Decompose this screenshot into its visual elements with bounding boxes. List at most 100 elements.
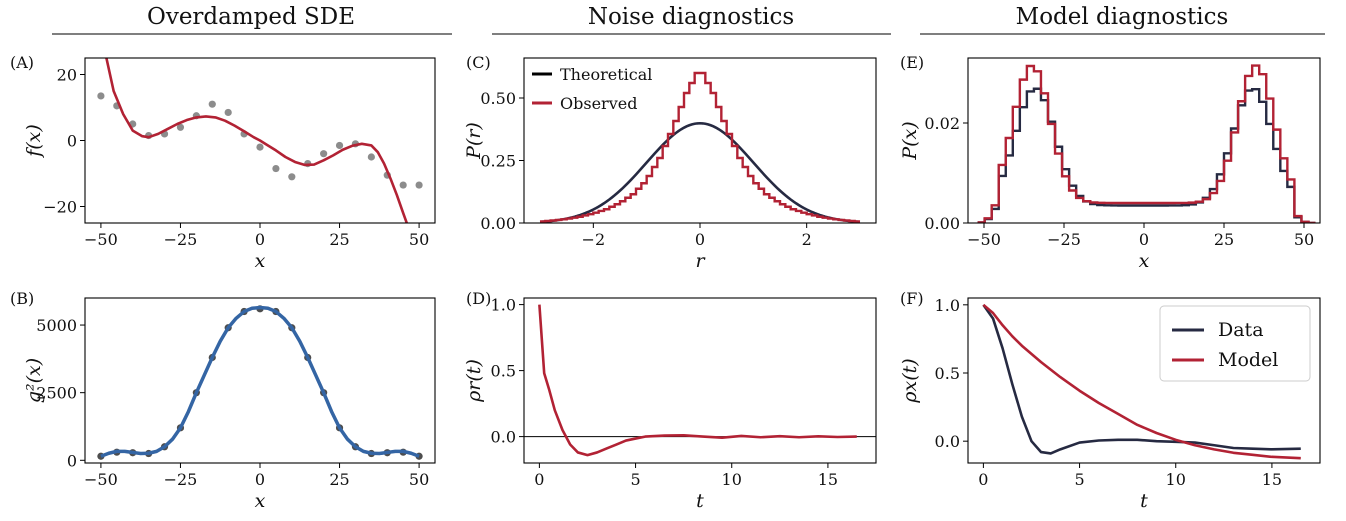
x-axis-label: t xyxy=(696,490,704,512)
plot-area xyxy=(982,303,1301,460)
x-tick-label: 0 xyxy=(1139,230,1149,249)
x-tick-label: 0 xyxy=(255,470,265,489)
x-tick-label: 15 xyxy=(818,470,838,489)
x-tick-label: 10 xyxy=(722,470,742,489)
x-tick-label: 10 xyxy=(1166,470,1186,489)
data-line xyxy=(982,304,1301,455)
y-axis-label: ρr(t) xyxy=(463,359,485,403)
chart-panel-e: (E) −50 −25 0 25 50 0.00 0.02 x P(x) xyxy=(899,53,1321,272)
data-point xyxy=(415,181,423,189)
data-point xyxy=(176,123,185,131)
chart-panel-a: (A) −50 −25 0 25 50 −20 0 20 x f(x) xyxy=(10,53,436,272)
chart-panel-c: (C) −2 0 2 0.00 0.25 0.50 r P(r) Theoretical Obser… xyxy=(463,53,877,272)
x-tick-label: 25 xyxy=(329,230,349,249)
y-axis-label: g²(x) xyxy=(23,358,45,403)
legend-label: Data xyxy=(1218,319,1264,341)
y-tick-label: 0.02 xyxy=(924,114,960,133)
y-tick-label: 1.0 xyxy=(491,296,516,315)
y-tick-label: 0.00 xyxy=(480,214,516,233)
y-tick-label: 0.0 xyxy=(491,428,516,447)
x-axis-label: r xyxy=(695,250,706,272)
panel-label: (A) xyxy=(10,53,34,72)
x-tick-label: 50 xyxy=(409,230,429,249)
plot-area xyxy=(539,71,861,223)
axes-frame xyxy=(967,57,1321,224)
data-point xyxy=(399,181,407,189)
axes-frame xyxy=(967,297,1321,464)
x-tick-label: −50 xyxy=(84,470,118,489)
observed-step xyxy=(540,71,860,223)
plot-area xyxy=(977,64,1316,223)
x-tick-label: 50 xyxy=(1294,230,1314,249)
data-point xyxy=(208,100,216,108)
y-tick-label: 0 xyxy=(67,132,77,151)
y-tick-label: 0.5 xyxy=(935,364,960,383)
x-tick-label: 5 xyxy=(1074,470,1084,489)
y-tick-label: 1.0 xyxy=(935,296,960,315)
x-tick-label: −50 xyxy=(967,230,1001,249)
plot-area xyxy=(524,304,876,457)
y-tick-label: 2500 xyxy=(36,384,77,403)
x-axis-label: x xyxy=(255,250,266,272)
x-tick-label: −25 xyxy=(1047,230,1081,249)
theoretical-line xyxy=(539,121,861,223)
axes-frame xyxy=(523,57,877,224)
chart-panel-b: (B) −50 −25 0 25 50 0 2500 5000 x g²(x) xyxy=(10,289,436,512)
chart-panel-d: (D) 0 5 10 15 0.0 0.5 1.0 t ρr(t) xyxy=(463,289,877,512)
histogram-1-step xyxy=(977,64,1316,223)
chart-panel-f: (F) 0 5 10 15 0.0 0.5 1.0 t ρx(t) Data Model xyxy=(899,289,1321,512)
panel-label: (C) xyxy=(466,53,491,72)
x-tick-label: 5 xyxy=(630,470,640,489)
y-tick-label: 0.50 xyxy=(480,89,516,108)
data-point xyxy=(320,150,328,158)
x-axis-label: t xyxy=(1140,490,1148,512)
axes-frame xyxy=(523,297,877,464)
x-tick-label: −25 xyxy=(164,470,198,489)
data-point xyxy=(224,108,232,117)
y-axis-label: P(x) xyxy=(899,121,921,160)
x-tick-label: 25 xyxy=(1214,230,1234,249)
x-axis-label: x xyxy=(255,490,266,512)
y-tick-label: 0.00 xyxy=(924,214,960,233)
y-axis-label: ρx(t) xyxy=(899,358,921,403)
data-point xyxy=(367,153,375,161)
y-tick-label: 5000 xyxy=(36,316,77,335)
panel-label: (D) xyxy=(466,289,491,308)
panel-label: (F) xyxy=(900,289,924,308)
legend-label: Observed xyxy=(560,94,637,113)
y-tick-label: 20 xyxy=(57,66,77,85)
histogram-0-step xyxy=(977,87,1316,223)
legend-label: Model xyxy=(1218,349,1278,371)
x-axis-label: x xyxy=(1139,250,1150,272)
data-point xyxy=(256,143,264,151)
y-tick-label: 0 xyxy=(67,451,77,470)
y-tick-label: 0.0 xyxy=(935,432,960,451)
column-title-sde: Overdamped SDE xyxy=(147,4,355,30)
series-1-line xyxy=(100,305,420,458)
panel-label: (E) xyxy=(900,53,924,72)
y-tick-label: −20 xyxy=(43,198,77,217)
model-line xyxy=(982,303,1301,460)
x-tick-label: −50 xyxy=(84,230,118,249)
y-axis-label: P(r) xyxy=(463,122,485,160)
panel-label: (B) xyxy=(10,289,34,308)
x-tick-label: −25 xyxy=(164,230,198,249)
y-tick-label: 0.25 xyxy=(480,152,516,171)
y-tick-label: 0.5 xyxy=(491,362,516,381)
data-point xyxy=(288,173,296,181)
data-point xyxy=(97,92,105,100)
column-title-noise: Noise diagnostics xyxy=(588,4,794,30)
y-axis-label: f(x) xyxy=(23,124,45,159)
x-tick-label: 0 xyxy=(695,230,705,249)
series-0-line xyxy=(538,304,857,457)
plot-area xyxy=(97,305,423,460)
x-tick-label: 2 xyxy=(802,230,812,249)
plot-area xyxy=(97,58,423,223)
x-tick-label: 25 xyxy=(329,470,349,489)
data-point xyxy=(335,141,344,150)
x-tick-label: 50 xyxy=(409,470,429,489)
x-tick-label: 0 xyxy=(255,230,265,249)
data-point xyxy=(272,164,280,173)
x-tick-label: −2 xyxy=(582,230,606,249)
